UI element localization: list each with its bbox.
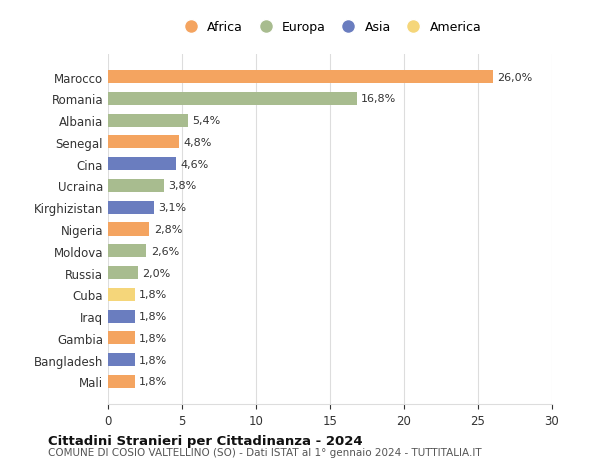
- Bar: [108, 179, 164, 193]
- Text: 2,8%: 2,8%: [154, 224, 182, 235]
- Bar: [108, 266, 137, 280]
- Text: 1,8%: 1,8%: [139, 311, 167, 321]
- Text: COMUNE DI COSIO VALTELLINO (SO) - Dati ISTAT al 1° gennaio 2024 - TUTTITALIA.IT: COMUNE DI COSIO VALTELLINO (SO) - Dati I…: [48, 448, 482, 458]
- Text: 3,1%: 3,1%: [158, 203, 187, 213]
- Bar: [108, 201, 154, 214]
- Bar: [108, 245, 146, 258]
- Text: 1,8%: 1,8%: [139, 376, 167, 386]
- Bar: [108, 310, 134, 323]
- Bar: [108, 158, 176, 171]
- Bar: [108, 288, 134, 301]
- Bar: [108, 136, 179, 149]
- Text: 1,8%: 1,8%: [139, 290, 167, 300]
- Text: 4,8%: 4,8%: [184, 138, 212, 148]
- Text: 2,0%: 2,0%: [142, 268, 170, 278]
- Bar: [108, 71, 493, 84]
- Bar: [108, 114, 188, 128]
- Bar: [108, 353, 134, 366]
- Text: Cittadini Stranieri per Cittadinanza - 2024: Cittadini Stranieri per Cittadinanza - 2…: [48, 434, 362, 447]
- Bar: [108, 93, 356, 106]
- Text: 2,6%: 2,6%: [151, 246, 179, 256]
- Bar: [108, 375, 134, 388]
- Text: 4,6%: 4,6%: [181, 159, 209, 169]
- Text: 16,8%: 16,8%: [361, 94, 397, 104]
- Legend: Africa, Europa, Asia, America: Africa, Europa, Asia, America: [173, 16, 487, 39]
- Text: 1,8%: 1,8%: [139, 355, 167, 365]
- Bar: [108, 223, 149, 236]
- Text: 5,4%: 5,4%: [193, 116, 221, 126]
- Text: 1,8%: 1,8%: [139, 333, 167, 343]
- Text: 26,0%: 26,0%: [497, 73, 532, 83]
- Bar: [108, 331, 134, 345]
- Text: 3,8%: 3,8%: [169, 181, 197, 191]
